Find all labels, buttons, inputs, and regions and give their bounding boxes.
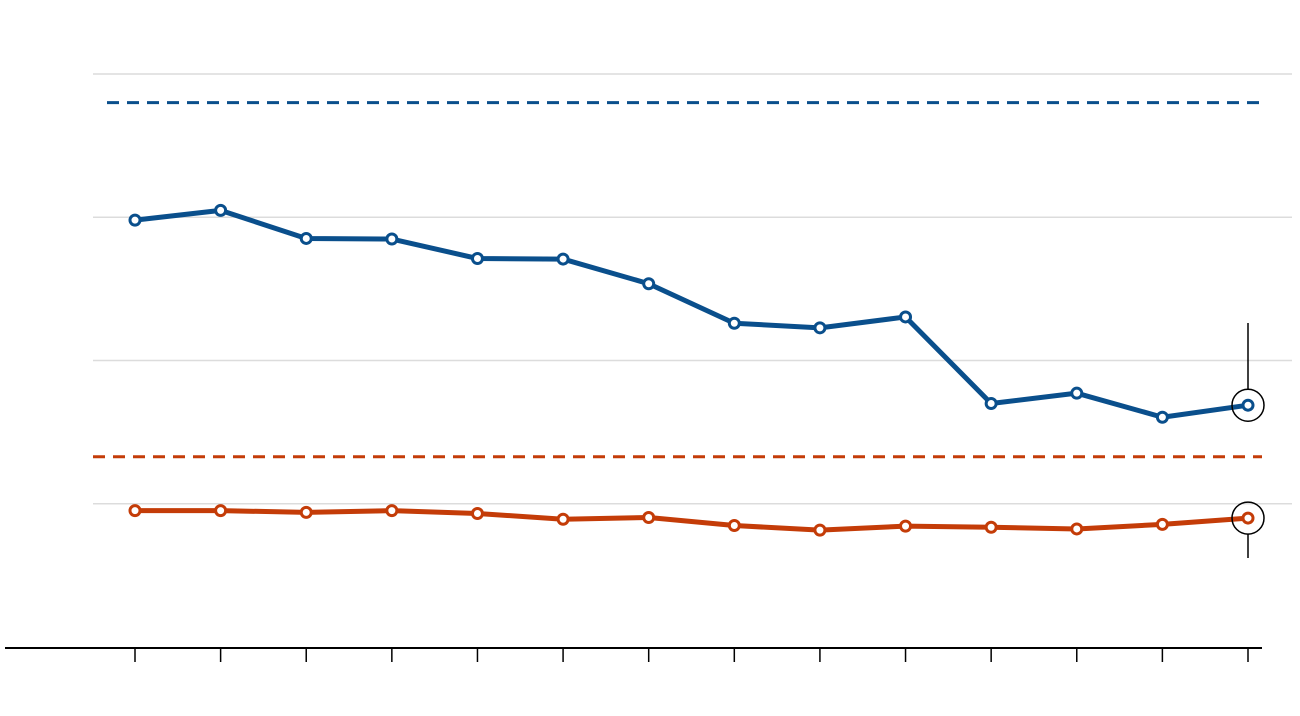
data-point	[470, 252, 484, 266]
data-point	[899, 310, 913, 324]
x-axis	[5, 647, 1262, 662]
data-point	[813, 321, 827, 335]
data-point	[556, 512, 570, 526]
series-line	[132, 508, 1251, 533]
data-point	[385, 504, 399, 518]
data-point	[1155, 517, 1169, 531]
data-point	[1241, 398, 1255, 412]
data-point	[1070, 522, 1084, 536]
data-point	[727, 519, 741, 533]
series-group	[128, 203, 1255, 537]
data-point	[299, 231, 313, 245]
data-point	[984, 520, 998, 534]
data-point	[1241, 511, 1255, 525]
series-2	[128, 504, 1255, 537]
gridlines	[93, 73, 1292, 505]
data-point	[214, 203, 228, 217]
data-point	[813, 523, 827, 537]
data-point	[214, 504, 228, 518]
data-point	[642, 277, 656, 291]
highlight-markers	[1231, 323, 1265, 558]
data-point	[899, 519, 913, 533]
data-point	[385, 232, 399, 246]
series-line	[132, 207, 1251, 420]
data-point	[128, 213, 142, 227]
data-point	[984, 396, 998, 410]
data-point	[556, 252, 570, 266]
data-point	[128, 504, 142, 518]
data-point	[299, 505, 313, 519]
series-1	[128, 203, 1255, 424]
data-point	[642, 511, 656, 525]
data-point	[1155, 410, 1169, 424]
reference-lines	[93, 101, 1262, 459]
data-point	[470, 506, 484, 520]
data-point	[1070, 386, 1084, 400]
data-point	[727, 316, 741, 330]
